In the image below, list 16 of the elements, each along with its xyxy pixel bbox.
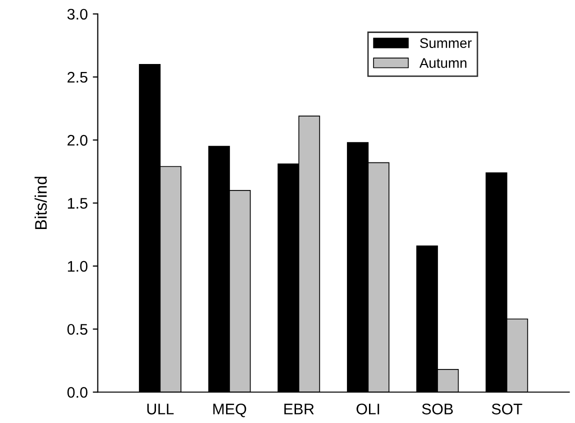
legend-label: Summer — [420, 38, 472, 48]
x-tick-label: ULL — [147, 404, 174, 414]
legend-label: Autumn — [419, 58, 466, 68]
y-tick-label: 3.0 — [67, 8, 88, 20]
x-tick-label: MEQ — [213, 404, 246, 418]
y-tick-label: 0.5 — [67, 324, 88, 335]
y-axis-title: Bits/ind — [34, 176, 47, 229]
x-tick-label: OLI — [356, 404, 380, 414]
y-tick-label: 2.5 — [68, 72, 88, 83]
y-tick-label: 1.5 — [68, 198, 88, 209]
x-tick-label: EBR — [284, 404, 314, 414]
y-tick-label: 2.0 — [68, 134, 88, 146]
y-tick-label: 1.0 — [68, 260, 88, 272]
y-tick-label: 0.0 — [67, 386, 88, 398]
x-tick-label: SOB — [422, 404, 453, 414]
x-tick-label: SOT — [492, 404, 522, 414]
